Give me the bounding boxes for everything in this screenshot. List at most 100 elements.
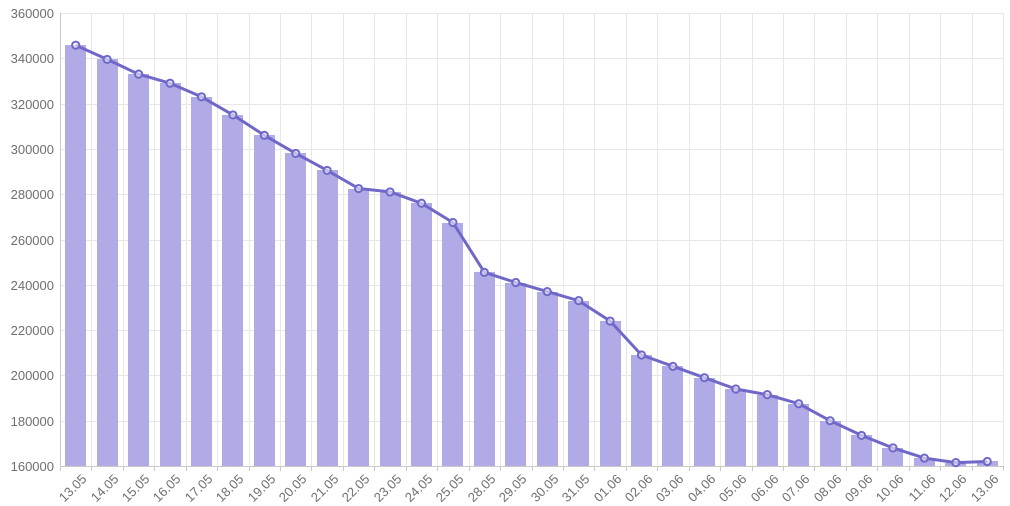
- bar[interactable]: [222, 114, 244, 466]
- y-tick-label: 200000: [10, 368, 54, 384]
- bar[interactable]: [379, 191, 401, 466]
- bar[interactable]: [693, 377, 715, 466]
- x-axis-tick: [342, 466, 344, 471]
- v-gridline: [720, 13, 722, 466]
- bar[interactable]: [159, 83, 181, 466]
- data-point-marker[interactable]: [479, 267, 489, 277]
- bar[interactable]: [882, 447, 904, 466]
- x-axis-tick: [248, 466, 250, 471]
- data-point-marker[interactable]: [448, 217, 458, 228]
- data-point-marker[interactable]: [102, 54, 112, 65]
- bar[interactable]: [536, 291, 558, 466]
- x-axis-tick: [531, 466, 533, 471]
- bar[interactable]: [725, 388, 747, 466]
- bar[interactable]: [442, 222, 464, 466]
- data-point-marker[interactable]: [71, 40, 81, 50]
- v-gridline: [562, 13, 564, 466]
- bar[interactable]: [819, 420, 841, 466]
- x-axis-tick: [720, 466, 722, 471]
- data-point-marker[interactable]: [291, 148, 301, 159]
- data-point-marker[interactable]: [605, 316, 615, 326]
- data-point-marker[interactable]: [888, 443, 898, 453]
- bar[interactable]: [788, 403, 810, 466]
- data-point-marker[interactable]: [196, 92, 207, 102]
- v-gridline: [814, 13, 816, 466]
- data-point-marker[interactable]: [636, 350, 647, 360]
- x-axis-tick: [625, 466, 627, 471]
- bar[interactable]: [410, 203, 432, 466]
- bar[interactable]: [599, 321, 621, 466]
- x-axis-tick: [311, 466, 313, 471]
- bar[interactable]: [190, 96, 212, 466]
- bar[interactable]: [285, 153, 307, 466]
- data-point-marker[interactable]: [354, 183, 364, 194]
- v-gridline: [122, 13, 124, 466]
- bar[interactable]: [128, 74, 150, 466]
- data-point-marker[interactable]: [322, 165, 332, 176]
- data-point-marker[interactable]: [762, 390, 772, 400]
- bar[interactable]: [316, 170, 338, 466]
- bar[interactable]: [662, 366, 684, 466]
- bar[interactable]: [473, 272, 495, 466]
- y-tick-label: 320000: [10, 96, 54, 112]
- bar[interactable]: [65, 45, 87, 466]
- v-gridline: [468, 13, 470, 466]
- data-point-marker[interactable]: [228, 110, 238, 120]
- data-point-marker[interactable]: [511, 277, 521, 288]
- data-point-marker[interactable]: [856, 430, 867, 441]
- v-gridline: [500, 13, 502, 466]
- bar[interactable]: [851, 435, 873, 466]
- series-line: [75, 43, 988, 465]
- x-axis-tick: [688, 466, 690, 471]
- data-point-marker[interactable]: [731, 384, 741, 394]
- v-gridline: [657, 13, 659, 466]
- data-point-marker[interactable]: [825, 416, 835, 426]
- v-gridline: [688, 13, 690, 466]
- data-point-marker[interactable]: [416, 198, 427, 208]
- x-axis-tick: [185, 466, 187, 471]
- y-tick-label: 280000: [10, 187, 54, 203]
- x-axis-tick: [217, 466, 219, 471]
- data-point-marker[interactable]: [133, 69, 144, 79]
- y-axis-line: [60, 13, 61, 466]
- data-point-marker[interactable]: [699, 373, 709, 383]
- y-tick-label: 220000: [10, 323, 54, 339]
- data-point-marker[interactable]: [259, 130, 269, 140]
- x-axis-tick: [1003, 466, 1004, 471]
- data-point-marker[interactable]: [794, 399, 804, 409]
- v-gridline: [405, 13, 407, 466]
- x-axis-tick: [500, 466, 502, 471]
- y-tick-label: 300000: [10, 141, 54, 157]
- bar[interactable]: [348, 188, 370, 466]
- data-point-marker[interactable]: [574, 296, 584, 306]
- v-gridline: [845, 13, 847, 466]
- data-point-marker[interactable]: [165, 78, 175, 88]
- bar[interactable]: [505, 282, 527, 466]
- data-point-marker[interactable]: [668, 361, 678, 371]
- x-axis-tick: [594, 466, 596, 471]
- bar[interactable]: [96, 59, 118, 466]
- data-point-marker[interactable]: [385, 187, 395, 197]
- x-axis-tick: [437, 466, 439, 471]
- bar[interactable]: [756, 394, 778, 466]
- bar[interactable]: [568, 300, 590, 466]
- v-gridline: [91, 13, 93, 466]
- y-tick-label: 240000: [10, 277, 54, 293]
- y-tick-label: 260000: [10, 232, 54, 248]
- y-tick-label: 160000: [10, 459, 54, 474]
- v-gridline: [877, 13, 879, 466]
- x-axis-tick: [657, 466, 659, 471]
- v-gridline: [437, 13, 439, 466]
- x-axis-tick: [562, 466, 564, 471]
- x-axis-tick: [60, 466, 61, 471]
- data-point-marker[interactable]: [542, 286, 552, 297]
- x-axis-tick: [908, 466, 910, 471]
- v-gridline: [971, 13, 973, 466]
- bar[interactable]: [631, 355, 653, 466]
- data-point-marker[interactable]: [982, 456, 992, 467]
- data-point-marker[interactable]: [919, 453, 930, 463]
- data-point-marker[interactable]: [951, 458, 961, 468]
- bar[interactable]: [253, 135, 275, 466]
